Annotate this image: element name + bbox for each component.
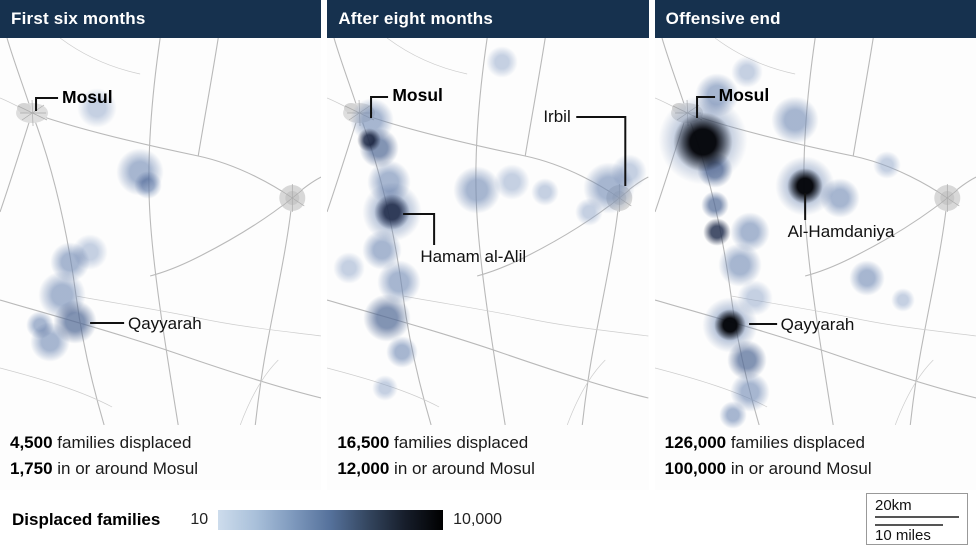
heat-blob — [890, 288, 915, 312]
scale-miles-line — [875, 524, 943, 526]
map-after-eight-months: Mosul Hamam al-Alil Irbil — [327, 0, 649, 490]
stat-around-mosul: 12,000 in or around Mosul — [337, 456, 535, 482]
legend-title: Displaced families — [12, 509, 161, 529]
panel-title: Offensive end — [665, 9, 781, 28]
panel-title: First six months — [11, 9, 146, 28]
panel-after-eight-months: Mosul Hamam al-Alil Irbil After eight mont… — [327, 0, 649, 490]
stat-label: in or around Mosul — [726, 459, 872, 478]
stat-label: families displaced — [726, 433, 866, 452]
stat-displaced: 126,000 families displaced — [665, 430, 872, 456]
legend-bar: Displaced families 10 10,000 20km 10 mil… — [0, 490, 976, 549]
stat-displaced: 16,500 families displaced — [337, 430, 535, 456]
heat-blob — [333, 252, 366, 284]
heatmap-layer — [655, 0, 976, 490]
stat-label: families displaced — [52, 433, 192, 452]
heat-blob — [730, 56, 763, 88]
panel-stats: 16,500 families displaced 12,000 in or a… — [337, 430, 535, 482]
heat-blob — [770, 96, 819, 144]
map-labels: Mosul Hamam al-Alil Irbil — [327, 0, 648, 490]
map-label-mosul: Mosul — [62, 87, 113, 107]
map-label-al-hamdaniya: Al-Hamdaniya — [787, 222, 895, 241]
label-connector-line — [403, 213, 436, 245]
panel-title: After eight months — [338, 9, 494, 28]
panel-first-six-months: Mosul Qayyarah First six months 4,500 fam… — [0, 0, 322, 490]
map-label-mosul: Mosul — [718, 85, 770, 105]
map-panels: Mosul Qayyarah First six months 4,500 fam… — [0, 0, 976, 490]
stat-value: 126,000 — [664, 433, 727, 452]
heat-blob — [494, 164, 531, 200]
heat-blob — [696, 152, 733, 188]
heat-blob — [717, 243, 762, 287]
legend-min-value: 10 — [190, 510, 209, 528]
map-labels: Mosul Al-Hamdaniya Qayyarah — [655, 0, 976, 490]
stat-label: in or around Mosul — [52, 459, 199, 478]
heat-blob — [357, 128, 382, 152]
stat-value: 100,000 — [664, 459, 727, 478]
heat-blob — [26, 311, 54, 339]
heat-blob — [77, 88, 117, 128]
label-connector-line — [695, 96, 715, 118]
panel-stats: 126,000 families displaced 100,000 in or… — [665, 430, 872, 482]
map-label-hamam-al-alil: Hamam al-Alil — [420, 247, 527, 266]
stat-around-mosul: 100,000 in or around Mosul — [665, 456, 872, 482]
panel-stats: 4,500 families displaced 1,750 in or aro… — [10, 430, 198, 482]
stat-label: in or around Mosul — [389, 459, 535, 478]
heat-blob — [713, 309, 746, 341]
legend-max-value: 10,000 — [453, 510, 503, 528]
panel-offensive-end: Mosul Al-Hamdaniya Qayyarah Offensive end … — [654, 0, 976, 490]
heat-blob — [386, 336, 419, 368]
stat-label: families displaced — [389, 433, 529, 452]
stat-value: 16,500 — [337, 433, 390, 452]
panel-header-after-eight-months: After eight months — [327, 0, 649, 38]
map-label-qayyarah: Qayyarah — [780, 315, 855, 334]
scale-km-line — [875, 516, 959, 518]
stat-displaced: 4,500 families displaced — [10, 430, 198, 456]
heat-blob — [363, 294, 412, 342]
map-label-irbil: Irbil — [543, 107, 571, 126]
heat-blob — [702, 218, 731, 246]
heat-blob — [848, 260, 885, 296]
heat-blob — [700, 191, 729, 219]
scale-miles-label: 10 miles — [875, 527, 931, 544]
label-connectors — [370, 96, 627, 245]
panel-header-first-six-months: First six months — [0, 0, 322, 38]
heat-blob — [486, 46, 519, 78]
map-label-qayyarah: Qayyarah — [128, 314, 202, 333]
map-labels: Mosul Qayyarah — [0, 0, 321, 490]
map-label-mosul: Mosul — [392, 85, 443, 105]
heatmap-layer — [327, 0, 648, 490]
label-connectors — [695, 96, 806, 325]
label-connectors — [35, 97, 125, 324]
heat-blob — [718, 401, 747, 429]
stat-value: 12,000 — [337, 459, 390, 478]
heat-blob — [611, 154, 648, 190]
stat-value: 1,750 — [10, 459, 53, 478]
scale-km-label: 20km — [875, 497, 912, 514]
map-offensive-end: Mosul Al-Hamdaniya Qayyarah — [654, 0, 976, 490]
legend-gradient — [218, 509, 444, 530]
label-connector-line — [35, 97, 59, 111]
heat-blob — [575, 198, 604, 226]
heat-blob — [134, 171, 162, 199]
heat-blob — [819, 178, 860, 218]
heat-blob — [531, 178, 560, 206]
heat-blob — [374, 194, 411, 230]
heatmap-layer — [0, 0, 321, 490]
map-first-six-months: Mosul Qayyarah — [0, 0, 322, 490]
heat-blob — [872, 151, 901, 179]
heat-blob — [372, 375, 399, 401]
stat-value: 4,500 — [10, 433, 53, 452]
heat-blob — [453, 166, 502, 214]
map-scale: 20km 10 miles — [866, 493, 968, 545]
panel-header-offensive-end: Offensive end — [654, 0, 976, 38]
label-connector-line — [370, 96, 389, 118]
label-connector-line — [576, 116, 627, 186]
stat-around-mosul: 1,750 in or around Mosul — [10, 456, 198, 482]
